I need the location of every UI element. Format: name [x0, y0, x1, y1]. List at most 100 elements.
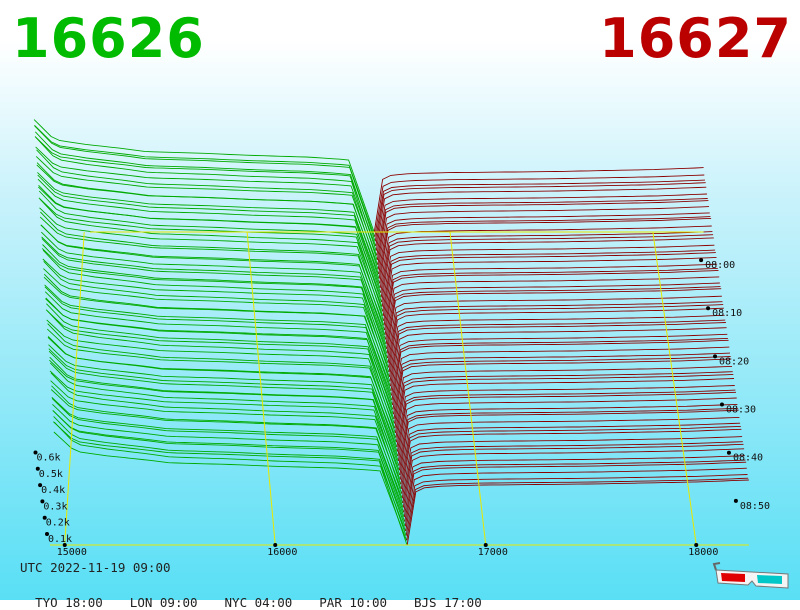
ask-depth-line: [375, 186, 707, 251]
utc-timestamp: UTC 2022-11-19 09:00: [20, 560, 171, 575]
ask-depth-line: [387, 301, 723, 363]
bid-depth-line: [47, 323, 397, 443]
bid-depth-line: [51, 398, 405, 513]
bid-depth-line: [35, 156, 379, 265]
ask-depth-line: [379, 225, 712, 289]
ask-depth-line: [403, 455, 745, 518]
bid-depth-line: [52, 403, 405, 518]
ask-depth-line: [388, 304, 724, 368]
depth-tick-label: 0.3k: [43, 501, 67, 512]
bid-depth-line: [49, 356, 401, 476]
bid-depth-line: [33, 119, 375, 233]
bid-price: 16626: [12, 7, 205, 70]
ask-depth-line: [386, 288, 722, 354]
ask-depth-line: [388, 307, 724, 373]
bid-depth-line: [53, 421, 408, 546]
ask-depth-line: [401, 428, 742, 494]
x-tick-label: 15000: [57, 547, 87, 558]
ask-depth-line: [379, 217, 712, 284]
depth-tick-label: 0.2k: [46, 518, 70, 529]
bid-depth-line: [34, 136, 377, 247]
bid-depth-line: [53, 416, 407, 536]
ask-depth-line: [398, 403, 738, 466]
ask-depth-line: [381, 237, 714, 303]
time-tick-label: 08:50: [740, 501, 770, 512]
time-tick-marker: [713, 354, 718, 359]
bid-depth-line: [43, 273, 392, 391]
ask-depth-line: [376, 198, 708, 261]
ask-depth-line: [391, 337, 728, 401]
bid-depth-line: [44, 286, 393, 401]
bid-depth-line: [34, 124, 376, 237]
ask-depth-line: [399, 416, 740, 480]
bid-depth-line: [45, 298, 394, 410]
x-tick-marker: [483, 543, 488, 547]
time-tick-label: 08:20: [719, 356, 749, 367]
bid-depth-line: [37, 178, 381, 293]
depth-tick-marker: [42, 515, 47, 520]
ask-depth-line: [390, 327, 727, 391]
bid-depth-line: [51, 385, 404, 504]
ask-depth-line: [402, 441, 743, 504]
time-tick-label: 08:00: [705, 260, 735, 271]
bid-depth-line: [51, 396, 404, 508]
ask-depth-line: [377, 200, 709, 265]
ask-depth-line: [405, 467, 747, 532]
ask-depth-line: [395, 373, 734, 438]
timezone-clocks: TYO 18:00 LON 09:00 NYC 04:00 PAR 10:00 BJS …: [20, 580, 509, 610]
bid-depth-line: [45, 297, 394, 415]
time-tick-label: 08:30: [726, 405, 756, 416]
ask-depth-line: [384, 269, 719, 335]
ask-depth-line: [394, 365, 733, 429]
depth-tick-marker: [38, 483, 43, 488]
bid-depth-line: [42, 249, 390, 373]
bid-depth-line: [52, 421, 406, 532]
ask-depth-line: [374, 174, 705, 237]
bid-depth-line: [48, 344, 399, 457]
ask-depth-line: [385, 282, 720, 345]
bid-depth-line: [34, 131, 377, 251]
ask-depth-line: [394, 358, 732, 424]
grid-price-line: [449, 231, 487, 546]
bid-depth-line: [49, 362, 402, 485]
bid-depth-line: [41, 236, 387, 349]
bid-depth-line: [46, 328, 397, 438]
ask-depth-line: [385, 276, 720, 340]
bid-depth-line: [48, 348, 399, 462]
tz-clock-lon: LON 09:00: [129, 595, 198, 610]
tz-clock-tyo: TYO 18:00: [35, 595, 103, 610]
ask-depth-line: [376, 193, 708, 256]
3d-glasses-icon[interactable]: [712, 560, 792, 594]
depth-tick-marker: [40, 499, 45, 504]
bid-depth-line: [49, 370, 401, 480]
ask-depth-line: [395, 378, 735, 443]
ask-depth-line: [383, 256, 717, 321]
bid-depth-line: [37, 174, 381, 289]
bid-depth-line: [37, 172, 380, 284]
ask-depth-line: [392, 339, 729, 405]
ask-depth-line: [400, 425, 741, 489]
ask-depth-line: [397, 397, 737, 461]
ask-depth-line: [380, 234, 714, 298]
ask-depth-line: [384, 267, 718, 331]
ask-depth-line: [404, 459, 746, 522]
bid-depth-line: [42, 258, 389, 368]
time-tick-label: 08:40: [733, 453, 763, 464]
x-tick-label: 18000: [688, 547, 718, 558]
ask-depth-line: [386, 286, 721, 349]
ask-depth-line: [380, 231, 713, 293]
bid-depth-line: [39, 216, 385, 326]
bid-depth-line: [39, 198, 384, 321]
ask-depth-line: [399, 409, 739, 475]
depth-tick-marker: [45, 532, 49, 536]
ask-depth-line: [403, 448, 745, 513]
bid-depth-line: [50, 380, 402, 490]
ask-depth-line: [406, 479, 749, 546]
time-tick-marker: [726, 450, 731, 455]
ask-depth-line: [398, 407, 739, 471]
bid-depth-line: [43, 268, 390, 377]
bid-depth-line: [38, 184, 382, 303]
tz-clock-par: PAR 10:00: [319, 595, 387, 610]
bid-depth-line: [34, 125, 376, 242]
time-tick-marker: [706, 306, 711, 311]
